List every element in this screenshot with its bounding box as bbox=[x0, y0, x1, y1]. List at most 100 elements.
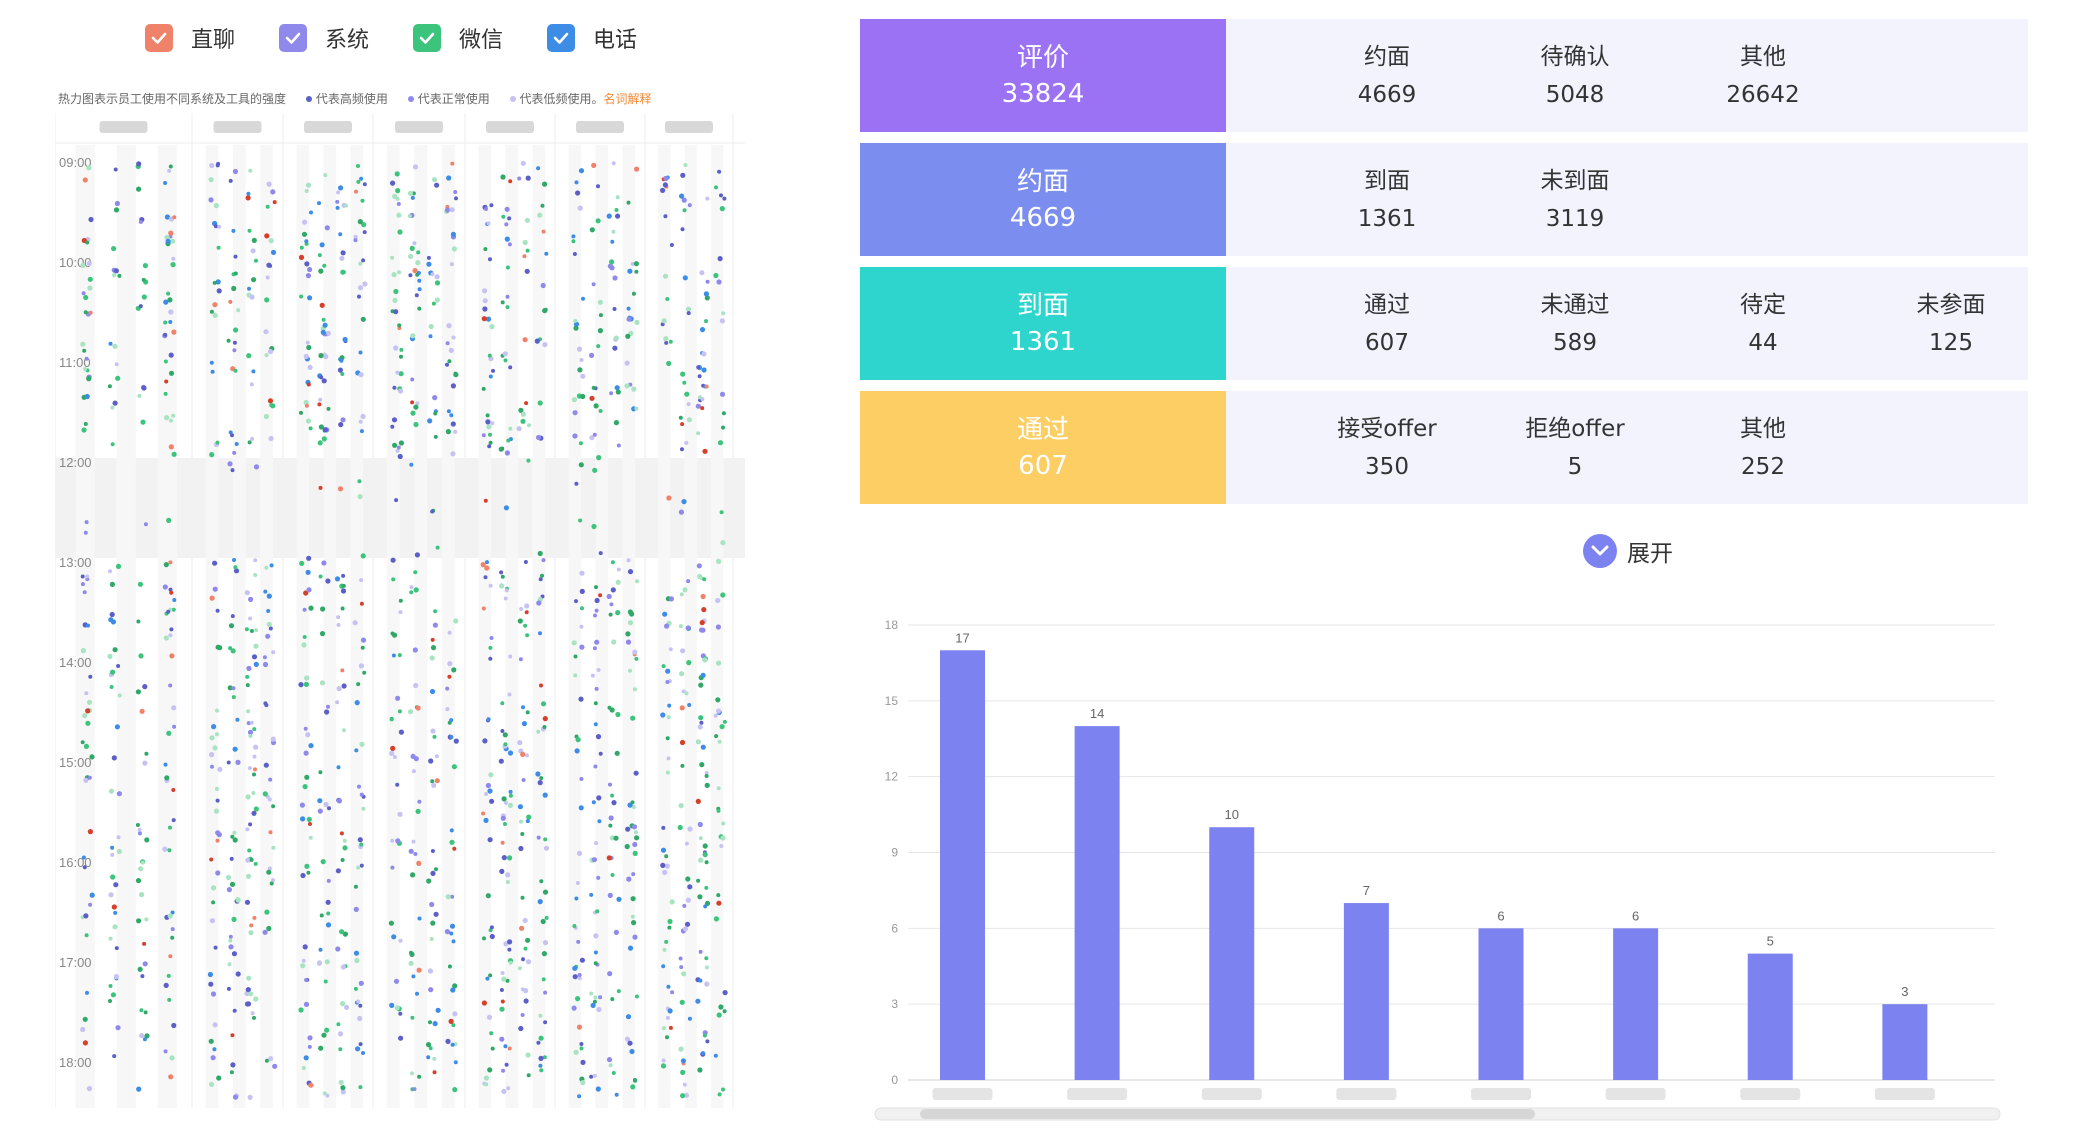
y-tick-label: 6 bbox=[891, 921, 898, 935]
bar[interactable] bbox=[940, 650, 985, 1080]
heat-dot bbox=[215, 838, 220, 843]
expand-button[interactable]: 展开 bbox=[1583, 534, 1673, 568]
heat-dot bbox=[489, 324, 495, 330]
heat-dot bbox=[541, 229, 546, 234]
metric-value: 350 bbox=[1365, 453, 1409, 480]
funnel-metric[interactable]: 其他 26642 bbox=[1668, 19, 1858, 132]
heat-dot bbox=[451, 939, 456, 944]
heat-dot bbox=[135, 823, 140, 827]
heat-dot bbox=[542, 181, 548, 187]
heat-dot bbox=[325, 1093, 330, 1098]
heat-dot bbox=[703, 291, 710, 297]
heat-dot bbox=[317, 253, 322, 258]
heat-dot bbox=[398, 938, 403, 943]
metric-label: 到面 bbox=[1364, 167, 1410, 194]
heat-dot bbox=[682, 1082, 687, 1087]
funnel-metric[interactable]: 未参面 125 bbox=[1856, 267, 2046, 380]
heat-dot bbox=[616, 567, 621, 572]
heat-dot bbox=[87, 829, 93, 835]
heat-dot bbox=[666, 756, 671, 761]
heat-dot bbox=[163, 982, 169, 989]
heat-dot bbox=[215, 279, 221, 285]
heat-dot bbox=[684, 841, 689, 846]
heat-dot bbox=[697, 894, 703, 900]
heat-dot bbox=[543, 845, 550, 851]
bar[interactable] bbox=[1613, 928, 1659, 1080]
heat-dot bbox=[339, 831, 344, 836]
glossary-link[interactable]: 名词解释 bbox=[603, 92, 652, 106]
heat-dot bbox=[539, 879, 544, 884]
legend-item-1[interactable]: 系统 bbox=[279, 22, 369, 54]
funnel-metric[interactable]: 未到面 3119 bbox=[1480, 143, 1670, 256]
heat-dot bbox=[358, 980, 364, 986]
heat-dot bbox=[168, 352, 174, 358]
heat-dot bbox=[228, 938, 233, 943]
funnel-metric[interactable]: 约面 4669 bbox=[1292, 19, 1482, 132]
checkbox-checked-icon[interactable] bbox=[145, 24, 173, 52]
heat-dot bbox=[486, 221, 491, 226]
funnel-row-head[interactable]: 评价 33824 bbox=[860, 19, 1226, 132]
chart-scroll-thumb[interactable] bbox=[920, 1109, 1535, 1119]
bar[interactable] bbox=[1747, 953, 1793, 1080]
heat-dot bbox=[140, 974, 145, 979]
funnel-metric[interactable]: 未通过 589 bbox=[1480, 267, 1670, 380]
funnel-metric[interactable]: 到面 1361 bbox=[1292, 143, 1482, 256]
heat-dot bbox=[666, 715, 671, 720]
checkbox-checked-icon[interactable] bbox=[547, 24, 576, 52]
heat-dot bbox=[579, 624, 584, 629]
funnel-row-head[interactable]: 到面 1361 bbox=[860, 267, 1226, 380]
heat-dot bbox=[486, 1014, 493, 1020]
heat-dot bbox=[334, 576, 341, 582]
bar[interactable] bbox=[1882, 1004, 1928, 1080]
heat-dot bbox=[490, 421, 495, 426]
time-label: 09:00 bbox=[59, 155, 92, 170]
funnel-metric[interactable]: 拒绝offer 5 bbox=[1480, 391, 1670, 504]
heat-dot bbox=[164, 214, 170, 220]
heat-dot bbox=[236, 308, 241, 313]
legend-item-3[interactable]: 电话 bbox=[547, 22, 637, 54]
checkbox-checked-icon[interactable] bbox=[279, 24, 308, 52]
heat-dot bbox=[610, 997, 615, 1002]
heat-dot bbox=[302, 635, 307, 639]
heat-dot bbox=[168, 164, 173, 169]
heat-dot bbox=[210, 764, 214, 769]
heat-dot bbox=[504, 222, 509, 227]
heat-dot bbox=[503, 822, 507, 826]
bar[interactable] bbox=[1074, 726, 1120, 1080]
heat-dot bbox=[163, 1049, 168, 1054]
heat-dot bbox=[449, 735, 454, 739]
heat-dot bbox=[215, 798, 220, 803]
bar[interactable] bbox=[1209, 827, 1255, 1080]
heat-dot bbox=[616, 443, 621, 448]
heat-dot bbox=[267, 866, 272, 871]
funnel-metric[interactable]: 接受offer 350 bbox=[1292, 391, 1482, 504]
bar[interactable] bbox=[1343, 903, 1389, 1080]
checkbox-checked-icon[interactable] bbox=[413, 24, 442, 52]
heat-dot bbox=[319, 680, 326, 686]
y-tick-label: 12 bbox=[885, 770, 899, 784]
funnel-metric[interactable]: 待定 44 bbox=[1668, 267, 1858, 380]
funnel-metric[interactable]: 其他 252 bbox=[1668, 391, 1858, 504]
heat-dot bbox=[323, 173, 328, 178]
legend-item-2[interactable]: 微信 bbox=[413, 22, 503, 54]
column-header bbox=[395, 121, 443, 133]
heat-dot bbox=[500, 815, 506, 821]
funnel-metric[interactable]: 待确认 5048 bbox=[1480, 19, 1670, 132]
bar[interactable] bbox=[1478, 928, 1524, 1080]
heat-dot bbox=[698, 836, 703, 841]
legend-item-0[interactable]: 直聊 bbox=[145, 22, 235, 54]
heat-dot bbox=[228, 299, 233, 304]
heat-dot bbox=[720, 540, 726, 546]
heat-dot bbox=[662, 869, 668, 876]
funnel-metric[interactable]: 通过 607 bbox=[1292, 267, 1482, 380]
heat-dot bbox=[87, 285, 93, 291]
heat-dot bbox=[88, 216, 94, 223]
heat-dot bbox=[211, 900, 216, 905]
heat-dot bbox=[632, 841, 638, 848]
heat-dot bbox=[430, 728, 436, 734]
heat-dot bbox=[713, 272, 719, 279]
funnel-row-head[interactable]: 通过 607 bbox=[860, 391, 1226, 504]
heat-dot bbox=[336, 686, 342, 692]
funnel-row-head[interactable]: 约面 4669 bbox=[860, 143, 1226, 256]
heat-dot bbox=[409, 585, 414, 590]
